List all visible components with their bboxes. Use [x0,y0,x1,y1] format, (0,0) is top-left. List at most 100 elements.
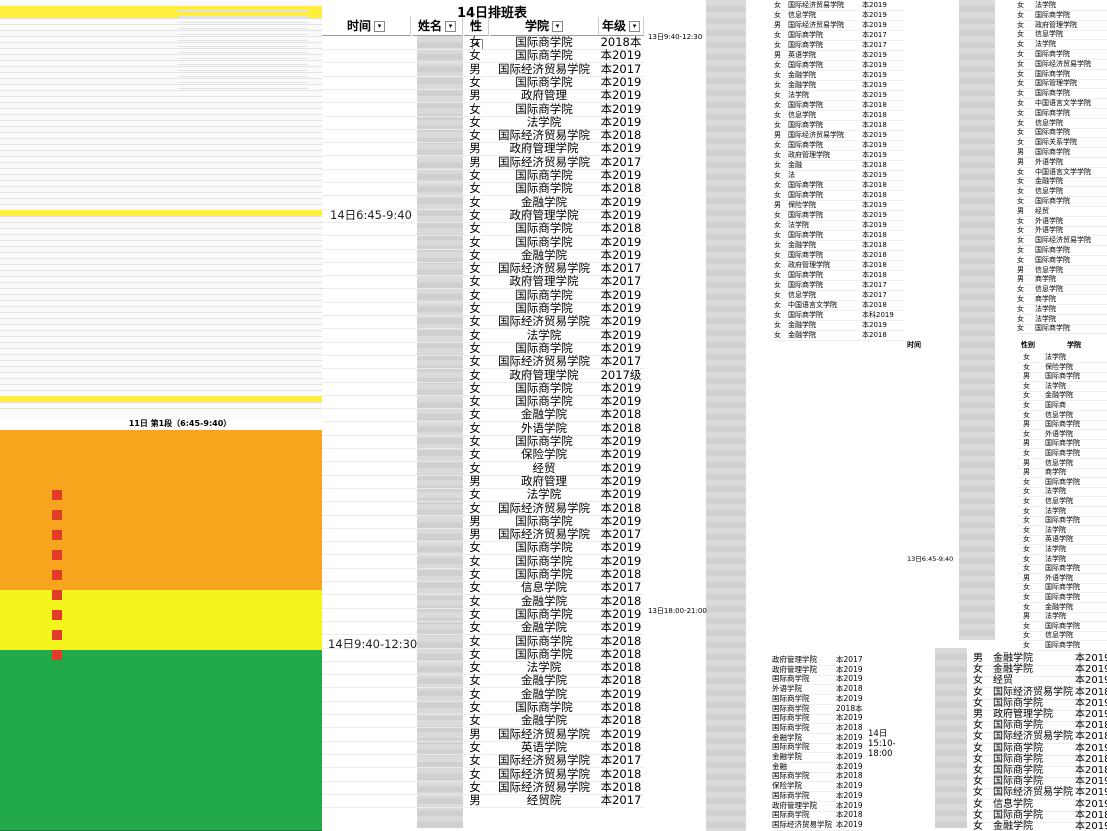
cell-college[interactable]: 国际商学院 [515,169,573,182]
cell-gender[interactable]: 女 [469,368,481,382]
cell-year[interactable]: 本2019 [600,461,642,475]
table-row[interactable]: 女 法学院 [1017,554,1107,565]
cell-year[interactable]: 本2018 [600,594,642,608]
cell-gender[interactable]: 女 [973,809,983,821]
cell-college[interactable]: 法学院 [1045,545,1066,553]
table-row[interactable]: 女 法学院 本2019 [322,488,644,503]
table-row[interactable]: 女国际商学院 本2018 [774,190,904,201]
cell-college[interactable]: 国际经济贸易学院 [498,129,590,143]
cell-year[interactable]: 本2018 [600,222,642,236]
cell-college[interactable]: 国际经济贸易学院 [993,787,1073,799]
cell-college[interactable]: 金融学院 [1045,602,1073,611]
table-row[interactable]: 女 信息学院 [1017,496,1107,507]
filter-dropdown-icon[interactable]: ▾ [374,21,385,32]
table-row[interactable]: 女 金融学院 [1017,176,1107,188]
cell-gender[interactable]: 男 [469,794,481,808]
cell-college[interactable]: 金融学院 [788,81,816,89]
cell-gender[interactable]: 女 [1017,304,1024,313]
cell-gender[interactable]: 男 [1023,458,1030,467]
cell-gender[interactable]: 女 [1017,99,1024,107]
cell-college[interactable]: 保险学院 [772,781,802,791]
cell-year[interactable]: 本2019 [862,71,887,79]
cell-college[interactable]: 法学院 [526,328,562,342]
cell-gender[interactable]: 女 [1017,138,1024,147]
cell-college[interactable]: 经贸 [993,675,1013,687]
table-row[interactable]: 女国际商学院 本2019 [973,697,1107,711]
table-row[interactable]: 政府管理学院 本2017 [772,655,863,666]
cell-year[interactable]: 本2018 [600,182,642,196]
cell-college[interactable]: 国际经济贸易学院 [772,819,832,829]
cell-gender[interactable]: 女 [469,182,481,196]
cell-college[interactable]: 国际商学院 [772,703,810,713]
cell-year[interactable]: 本2018 [1075,809,1107,821]
cell-college[interactable]: 金融学院 [993,653,1033,664]
cell-college[interactable]: 国际经济贸易学院 [498,501,590,515]
cell-gender[interactable]: 男 [1017,206,1024,215]
cell-year[interactable]: 本2017 [862,41,887,49]
cell-college[interactable]: 国际商学院 [993,720,1043,732]
cell-gender[interactable]: 女 [469,129,481,143]
cell-gender[interactable]: 女 [1023,362,1030,371]
cell-gender[interactable]: 女 [973,731,983,743]
cell-gender[interactable]: 女 [1017,30,1024,39]
cell-year[interactable]: 本2019 [600,208,642,222]
cell-gender[interactable]: 女 [1023,593,1030,601]
cell-college[interactable]: 中国语言文学院 [788,301,837,309]
table-row[interactable]: 男 国际经济贸易学院 本2017 [322,528,644,543]
cell-gender[interactable]: 男 [1017,148,1024,156]
table-row[interactable]: 女 金融学院 本2018 [322,595,644,609]
cell-year[interactable]: 本2018 [862,121,887,129]
cell-college[interactable]: 国际商学院 [515,554,573,568]
cell-college[interactable]: 信息学院 [1045,458,1073,467]
cell-gender[interactable]: 女 [469,222,481,236]
cell-year[interactable]: 本2017 [862,31,887,39]
cell-gender[interactable]: 男 [774,51,781,59]
table-row[interactable]: 男 信息学院 [1017,265,1107,276]
cell-gender[interactable]: 女 [1023,410,1030,419]
cell-college[interactable]: 国际经济贸易学院 [498,315,590,329]
cell-year[interactable]: 本2018 [600,674,642,688]
cell-year[interactable]: 本2019 [836,693,863,703]
cell-college[interactable]: 国际商学院 [772,722,810,732]
cell-year[interactable]: 本2019 [862,201,887,209]
cell-college[interactable]: 国际商学院 [788,251,823,259]
cell-gender[interactable]: 女 [1023,429,1030,438]
cell-year[interactable]: 本2019 [600,488,642,502]
cell-gender[interactable]: 男 [1017,275,1024,284]
table-row[interactable]: 女 法学院 [1017,39,1107,51]
cell-college[interactable]: 政府管理学院 [1035,20,1077,29]
cell-year[interactable]: 本2019 [600,541,642,555]
table-row[interactable]: 女 外语学院 [1017,225,1107,237]
table-row[interactable]: 女金融学院 本2019 [774,320,904,331]
cell-college[interactable]: 保险学院 [521,448,567,462]
table-row[interactable]: 女 法学院 [1017,486,1107,498]
table-row[interactable]: 男国际经济贸易学院 本2019 [774,20,904,31]
cell-college[interactable]: 国际商学院 [1035,10,1070,19]
cell-gender[interactable]: 女 [1017,50,1024,58]
table-row[interactable]: 女国际商学院 本2018 [322,648,644,662]
cell-gender[interactable]: 女 [774,251,781,259]
cell-college[interactable]: 国际经济贸易学院 [1035,59,1091,68]
table-row[interactable]: 女国际商学院 本2018 [774,100,904,111]
cell-year[interactable]: 本2019 [600,315,642,329]
cell-year[interactable]: 2017级 [600,368,642,382]
cell-gender[interactable]: 女 [1017,108,1024,117]
table-row[interactable]: 女国际商学院 本2019 [973,742,1107,756]
cell-college[interactable]: 政府管理学院 [509,142,579,156]
cell-gender[interactable]: 女 [1023,401,1030,409]
cell-college[interactable]: 国际经济贸易学院 [498,754,590,768]
table-row[interactable]: 女 国际商学院 [1017,563,1107,575]
cell-gender[interactable]: 女 [1023,535,1030,544]
cell-gender[interactable]: 女 [1017,118,1024,127]
table-row[interactable]: 女 法学院 [1017,381,1107,392]
cell-gender[interactable]: 女 [774,321,781,329]
cell-college[interactable]: 英语学院 [521,740,567,754]
cell-year[interactable]: 本2018 [862,241,887,249]
cell-college[interactable]: 金融学院 [788,331,816,339]
cell-college[interactable]: 国际商学院 [1035,148,1070,156]
cell-gender[interactable]: 女 [774,301,781,309]
cell-year[interactable]: 本2017 [600,155,642,169]
cell-college[interactable]: 信息学院 [1035,285,1063,294]
cell-college[interactable]: 国际关系学院 [1035,138,1077,147]
cell-college[interactable]: 国际商 [1045,401,1066,409]
